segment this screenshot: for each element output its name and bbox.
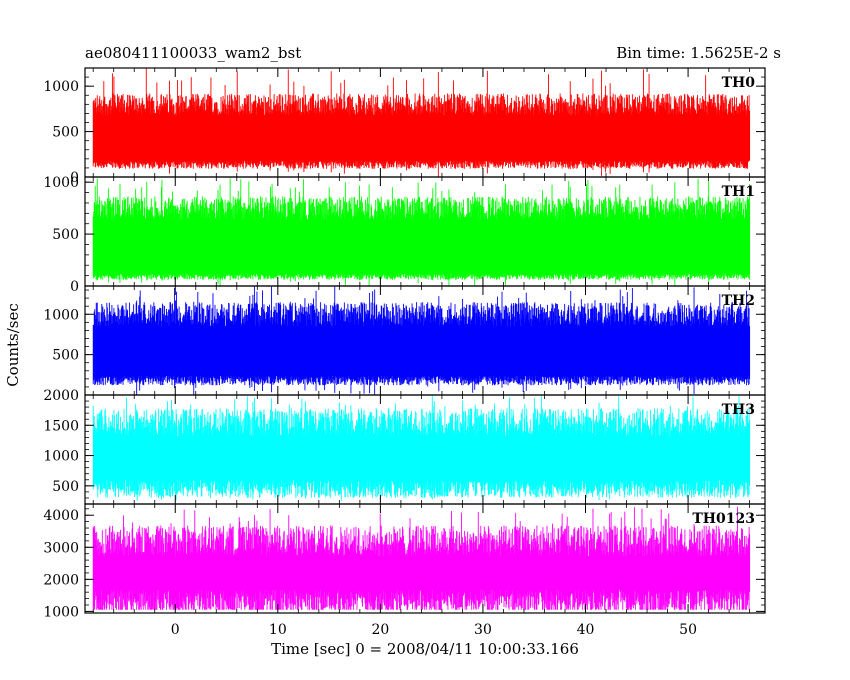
y-tick-label: 4000: [43, 508, 79, 524]
y-tick-label: 500: [52, 479, 79, 495]
panel-th0123: 1000 2000 3000 4000 TH0123: [43, 503, 766, 620]
x-tick-label: 10: [269, 622, 287, 638]
series-trace-th0123: [92, 506, 751, 610]
y-tick-label: 1500: [43, 418, 79, 434]
y-tick-label: 1000: [43, 79, 79, 95]
y-tick-label: 3000: [43, 540, 79, 556]
x-tick-label: 30: [474, 622, 492, 638]
panel-th0: 0 500 1000 TH0: [43, 67, 766, 186]
panel-label-th0123: TH0123: [692, 511, 755, 527]
y-tick-label: 1000: [43, 307, 79, 323]
y-tick-label: 1000: [43, 449, 79, 465]
y-tick-label: 500: [52, 227, 79, 243]
x-tick-label: 0: [171, 622, 180, 638]
y-tick-label: 500: [52, 125, 79, 141]
y-tick-label: 2000: [43, 572, 79, 588]
x-tick-label: 50: [679, 622, 697, 638]
panel-label-th1: TH1: [722, 184, 755, 200]
x-tick-label: 20: [371, 622, 389, 638]
panel-th3: 500 1000 1500 2000 TH3: [43, 388, 766, 505]
chart-title: ae080411100033_wam2_bst: [85, 44, 301, 62]
panel-label-th0: TH0: [722, 75, 756, 91]
y-tick-label: 2000: [43, 388, 79, 404]
x-tick-label: 40: [577, 622, 595, 638]
y-axis-label: Counts/sec: [4, 303, 22, 387]
series-trace-th2: [92, 286, 751, 395]
panel-th1: 0 500 1000 TH1: [43, 175, 766, 295]
panel-th2: 500 1000 TH2: [43, 285, 766, 396]
panel-label-th2: TH2: [722, 293, 755, 309]
panel-label-th3: TH3: [722, 402, 755, 418]
y-tick-label: 1000: [43, 604, 79, 620]
y-tick-label: 500: [52, 348, 79, 364]
y-tick-label: 0: [70, 279, 79, 295]
y-tick-label: 0: [70, 170, 79, 186]
y-tick-label: 1000: [43, 175, 79, 191]
x-axis-label: Time [sec] 0 = 2008/04/11 10:00:33.166: [271, 640, 579, 658]
panel-frame: [84, 503, 766, 614]
series-trace-th1: [92, 178, 751, 286]
series-trace-th0: [92, 68, 751, 177]
bin-time-label: Bin time: 1.5625E-2 s: [616, 44, 781, 62]
series-trace-th3: [92, 395, 751, 501]
